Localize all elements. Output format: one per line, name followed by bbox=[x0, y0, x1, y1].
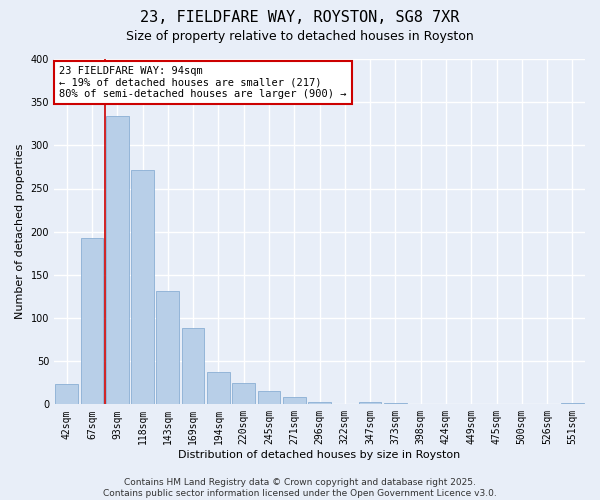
Bar bbox=[283, 398, 305, 404]
Bar bbox=[80, 238, 103, 404]
Bar bbox=[308, 402, 331, 404]
Bar bbox=[106, 116, 128, 405]
Text: 23 FIELDFARE WAY: 94sqm
← 19% of detached houses are smaller (217)
80% of semi-d: 23 FIELDFARE WAY: 94sqm ← 19% of detache… bbox=[59, 66, 347, 99]
Bar bbox=[257, 390, 280, 404]
Text: Size of property relative to detached houses in Royston: Size of property relative to detached ho… bbox=[126, 30, 474, 43]
X-axis label: Distribution of detached houses by size in Royston: Distribution of detached houses by size … bbox=[178, 450, 461, 460]
Bar bbox=[157, 291, 179, 405]
Text: 23, FIELDFARE WAY, ROYSTON, SG8 7XR: 23, FIELDFARE WAY, ROYSTON, SG8 7XR bbox=[140, 10, 460, 25]
Bar bbox=[384, 402, 407, 404]
Bar bbox=[207, 372, 230, 404]
Bar bbox=[182, 328, 205, 404]
Bar bbox=[131, 170, 154, 404]
Bar bbox=[359, 402, 382, 404]
Y-axis label: Number of detached properties: Number of detached properties bbox=[15, 144, 25, 320]
Bar bbox=[232, 383, 255, 404]
Bar bbox=[55, 384, 78, 404]
Text: Contains HM Land Registry data © Crown copyright and database right 2025.
Contai: Contains HM Land Registry data © Crown c… bbox=[103, 478, 497, 498]
